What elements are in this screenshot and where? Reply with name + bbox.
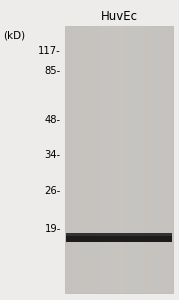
Bar	[76, 26, 80, 292]
Bar	[66, 233, 172, 242]
Text: HuvEc: HuvEc	[101, 10, 137, 23]
Bar	[98, 26, 101, 292]
Bar	[108, 26, 112, 292]
Bar	[144, 26, 148, 292]
Bar	[126, 26, 130, 292]
Bar	[123, 26, 126, 292]
Text: 19-: 19-	[45, 224, 61, 235]
Text: 117-: 117-	[38, 46, 61, 56]
Bar	[162, 26, 166, 292]
Bar	[72, 26, 76, 292]
Bar	[169, 26, 173, 292]
Bar	[80, 26, 83, 292]
Bar	[66, 233, 172, 236]
Bar	[151, 26, 155, 292]
Bar	[83, 26, 87, 292]
Bar	[94, 26, 98, 292]
Bar	[137, 26, 141, 292]
Bar	[119, 26, 123, 292]
Bar	[65, 26, 173, 292]
Text: 85-: 85-	[45, 65, 61, 76]
Text: 34-: 34-	[45, 149, 61, 160]
Bar	[166, 26, 169, 292]
Bar	[130, 26, 133, 292]
Bar	[155, 26, 158, 292]
Text: (kD): (kD)	[4, 31, 26, 41]
Bar	[90, 26, 94, 292]
Bar	[148, 26, 151, 292]
Bar	[141, 26, 144, 292]
Bar	[115, 26, 119, 292]
Text: 26-: 26-	[45, 185, 61, 196]
Text: 48-: 48-	[45, 115, 61, 125]
Bar	[87, 26, 90, 292]
Bar	[133, 26, 137, 292]
Bar	[105, 26, 108, 292]
Bar	[101, 26, 105, 292]
Bar	[112, 26, 115, 292]
Bar	[69, 26, 72, 292]
Bar	[65, 26, 69, 292]
Bar	[158, 26, 162, 292]
